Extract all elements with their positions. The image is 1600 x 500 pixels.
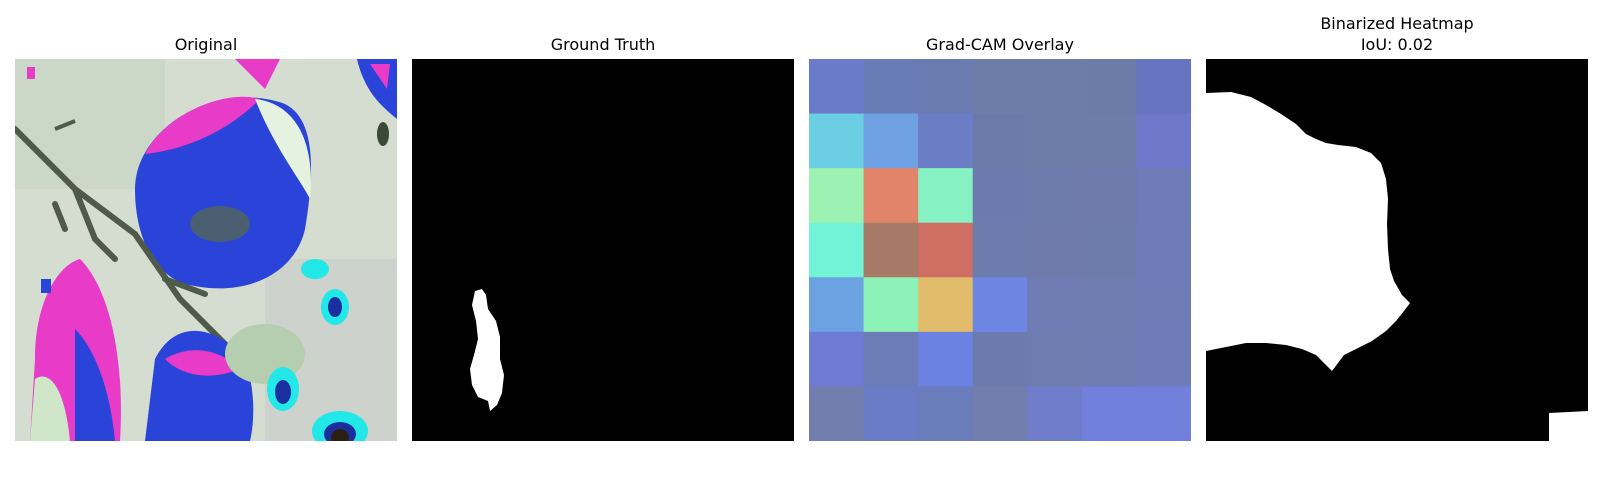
gradcam-cell	[809, 277, 865, 333]
gradcam-cell	[972, 331, 1028, 387]
gradcam-cell	[863, 168, 919, 224]
ground-truth-mask	[412, 59, 794, 441]
binarized-title: Binarized Heatmap IoU: 0.02	[1320, 14, 1474, 54]
gradcam-cell	[972, 386, 1028, 441]
gradcam-cell	[863, 386, 919, 441]
gradcam-cell	[1081, 331, 1137, 387]
gradcam-cell	[1081, 113, 1137, 169]
gradcam-cell	[863, 113, 919, 169]
gradcam-cell	[972, 59, 1028, 115]
gradcam-cell	[1027, 222, 1083, 278]
gradcam-cell	[809, 222, 865, 278]
gradcam-cell	[918, 277, 974, 333]
gradcam-cell	[918, 113, 974, 169]
gradcam-cell	[863, 59, 919, 115]
gradcam-cell	[1027, 59, 1083, 115]
gradcam-cell	[1136, 168, 1191, 224]
gradcam-overlay	[809, 59, 1191, 441]
gradcam-cell	[918, 222, 974, 278]
ground-truth-panel: Ground Truth	[412, 0, 794, 500]
gradcam-cell	[1027, 113, 1083, 169]
gradcam-cell	[809, 168, 865, 224]
gradcam-cell	[972, 222, 1028, 278]
gradcam-cell	[1027, 331, 1083, 387]
gradcam-cell	[1136, 386, 1191, 441]
gradcam-cell	[1027, 277, 1083, 333]
gradcam-cell	[1081, 222, 1137, 278]
gradcam-cell	[1081, 59, 1137, 115]
gradcam-cell	[918, 59, 974, 115]
gradcam-cell	[1081, 277, 1137, 333]
binarized-heatmap	[1206, 59, 1588, 441]
gradcam-cell	[972, 113, 1028, 169]
gradcam-cell	[972, 277, 1028, 333]
original-title: Original	[174, 35, 238, 54]
gradcam-cell	[809, 59, 865, 115]
gradcam-cell	[863, 222, 919, 278]
gradcam-cell	[809, 113, 865, 169]
gradcam-cell	[1136, 113, 1191, 169]
gradcam-cell	[809, 386, 865, 441]
original-image	[15, 59, 397, 441]
gradcam-cell	[863, 277, 919, 333]
gradcam-panel: Grad-CAM Overlay	[809, 0, 1191, 500]
gradcam-cell	[1081, 168, 1137, 224]
ground-truth-title: Ground Truth	[550, 35, 656, 54]
gradcam-cell	[1027, 386, 1083, 441]
original-panel: Original	[15, 0, 397, 500]
gradcam-cell	[863, 331, 919, 387]
gradcam-cell	[1136, 222, 1191, 278]
gradcam-cell	[1027, 168, 1083, 224]
gradcam-cell	[918, 386, 974, 441]
gradcam-cell	[1136, 59, 1191, 115]
gradcam-cell	[1081, 386, 1137, 441]
gradcam-cell	[918, 331, 974, 387]
gradcam-cell	[918, 168, 974, 224]
gradcam-cell	[809, 331, 865, 387]
binarized-panel: Binarized Heatmap IoU: 0.02	[1206, 0, 1588, 500]
gradcam-cell	[972, 168, 1028, 224]
gradcam-title: Grad-CAM Overlay	[926, 35, 1074, 54]
gradcam-cell	[1136, 331, 1191, 387]
gradcam-cell	[1136, 277, 1191, 333]
